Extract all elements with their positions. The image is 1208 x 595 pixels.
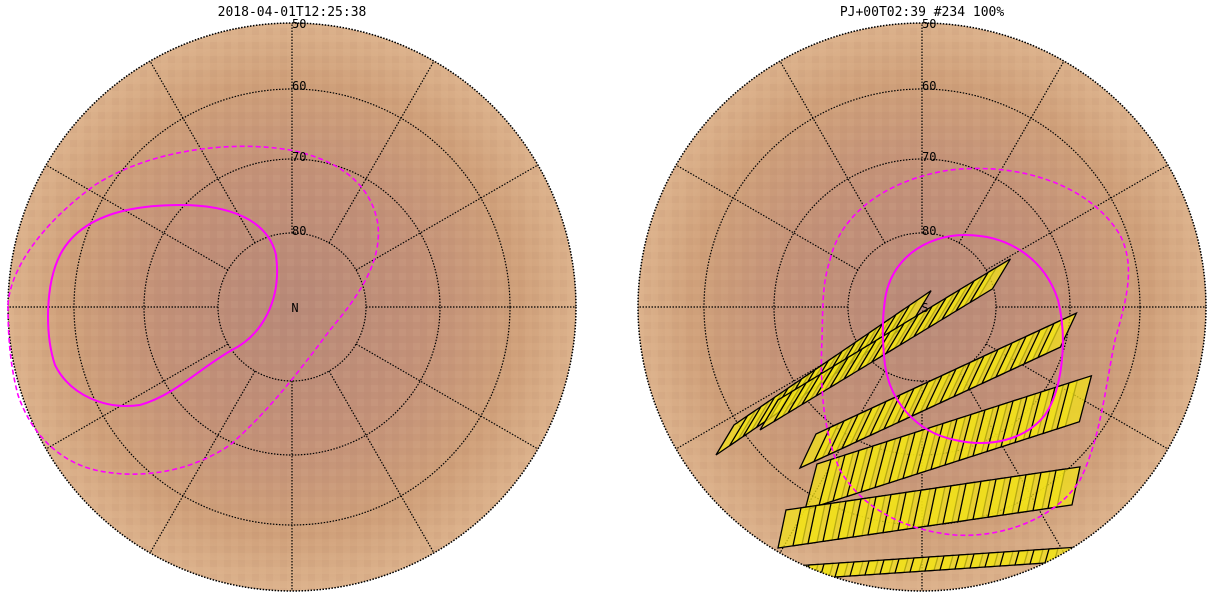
right-pole-label: S [921, 301, 928, 315]
right-lon-line [958, 370, 1068, 559]
left-lat-label-80: 80 [292, 224, 306, 238]
right-lat-label-80: 80 [922, 224, 936, 238]
left-lon-line [40, 343, 229, 453]
left-polar-map: 2018-04-01T12:25:38 N 50 60 70 80 [7, 5, 577, 592]
footprint-tile [1047, 466, 1081, 510]
right-map-title: PJ+00T02:39 #234 100% [840, 5, 1005, 20]
right-lat-label-70: 70 [922, 150, 936, 164]
right-auroral-oval-outer [820, 167, 1130, 537]
left-lon-line [328, 370, 438, 559]
right-auroral-oval-inner [881, 233, 1064, 444]
right-lon-line [670, 161, 859, 271]
left-map-title: 2018-04-01T12:25:38 [218, 5, 367, 20]
left-lon-line [328, 55, 438, 244]
right-lat-label-50: 50 [922, 17, 936, 31]
left-pole-label: N [291, 301, 298, 315]
left-lon-line [355, 161, 544, 271]
left-lat-label-60: 60 [292, 79, 306, 93]
right-grid [638, 23, 1206, 591]
left-lon-line [355, 343, 544, 453]
footprint-tile [1036, 311, 1078, 359]
footprint-tile [1056, 374, 1093, 430]
left-auroral-oval-outer [7, 145, 380, 475]
right-lat-label-60: 60 [922, 79, 936, 93]
left-lat-ring [143, 158, 441, 456]
left-lat-label-70: 70 [292, 150, 306, 164]
left-lon-line [146, 370, 256, 559]
right-footprints [715, 258, 1093, 581]
right-map-border [637, 22, 1207, 592]
left-lon-line [40, 161, 229, 271]
right-lon-line [776, 55, 886, 244]
left-planet-texture [8, 23, 576, 591]
footprint-tile [969, 258, 1011, 304]
left-auroral-oval-inner [47, 203, 279, 407]
right-polar-map: PJ+00T02:39 #234 100% S 50 60 70 80 [637, 5, 1207, 592]
left-lat-label-50: 50 [292, 17, 306, 31]
right-lon-line [985, 161, 1174, 271]
right-lon-line [958, 55, 1068, 244]
